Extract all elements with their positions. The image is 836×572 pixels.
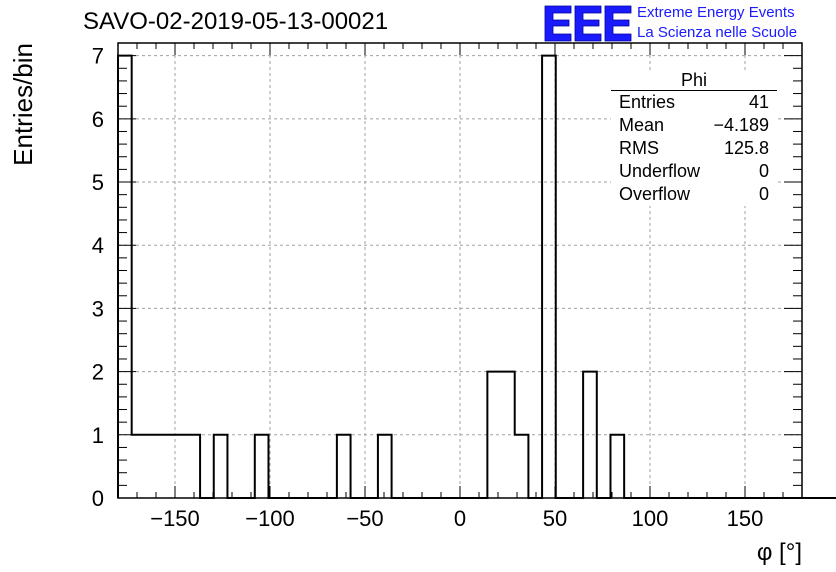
x-tick-label: 100 xyxy=(632,506,669,531)
histogram-bin xyxy=(337,435,351,498)
stats-row: Entries 41 xyxy=(611,91,777,114)
stats-label: Mean xyxy=(619,115,665,135)
histogram-bin xyxy=(583,372,597,498)
histogram-bin xyxy=(501,372,515,498)
stats-label: RMS xyxy=(619,138,659,158)
stats-value: 0 xyxy=(758,184,769,204)
stats-label: Entries xyxy=(619,92,676,112)
histogram-bin xyxy=(487,372,501,498)
x-tick-label: 150 xyxy=(727,506,764,531)
y-tick-label: 1 xyxy=(92,423,104,448)
stats-row: Mean −4.189 xyxy=(611,114,777,137)
stats-rows: Entries 41 Mean −4.189 RMS 125.8 Underflow 0 Ove… xyxy=(611,91,777,206)
stats-row: Overflow 0 xyxy=(611,183,777,206)
histogram-bin xyxy=(542,56,556,498)
y-tick-label: 7 xyxy=(92,44,104,69)
logo-line-2: La Scienza nelle Scuole xyxy=(637,24,798,41)
stats-value: −4.189 xyxy=(713,115,769,135)
stats-row: Underflow 0 xyxy=(611,160,777,183)
x-tick-label: 50 xyxy=(543,506,567,531)
plot-title: SAVO-02-2019-05-13-00021 xyxy=(83,8,389,35)
y-axis-label: Entries/bin xyxy=(8,43,38,166)
histogram-bin xyxy=(132,435,146,498)
x-tick-label: −100 xyxy=(245,506,295,531)
histogram-bin xyxy=(610,435,624,498)
y-tick-label: 5 xyxy=(92,170,104,195)
logo-caption: Extreme Energy Events La Scienza nelle S… xyxy=(637,3,797,43)
histogram-bin xyxy=(118,56,132,498)
x-tick-label: −150 xyxy=(150,506,200,531)
stats-row: RMS 125.8 xyxy=(611,137,777,160)
y-tick-label: 3 xyxy=(92,296,104,321)
y-tick-label: 6 xyxy=(92,107,104,132)
histogram-bin xyxy=(515,435,529,498)
stats-value: 125.8 xyxy=(723,138,769,158)
histogram-bin xyxy=(145,435,159,498)
stats-title: Phi xyxy=(611,70,777,91)
y-tick-label: 2 xyxy=(92,360,104,385)
stats-value: 0 xyxy=(758,161,769,181)
x-tick-label: −50 xyxy=(346,506,383,531)
histogram-bin xyxy=(186,435,200,498)
histogram-bin xyxy=(214,435,228,498)
y-tick-label: 0 xyxy=(92,486,104,511)
stats-box: Phi Entries 41 Mean −4.189 RMS 125.8 Underflow… xyxy=(611,70,777,206)
x-tick-label: 0 xyxy=(454,506,466,531)
histogram-bin xyxy=(378,435,392,498)
x-axis-label: φ [°] xyxy=(757,539,802,566)
stats-value: 41 xyxy=(748,92,769,112)
stats-label: Underflow xyxy=(619,161,701,181)
histogram-bin xyxy=(255,435,269,498)
stats-label: Overflow xyxy=(619,184,691,204)
logo-line-1: Extreme Energy Events xyxy=(637,4,795,21)
y-tick-label: 4 xyxy=(92,233,104,258)
eee-logo xyxy=(544,5,632,42)
histogram-bin xyxy=(159,435,173,498)
